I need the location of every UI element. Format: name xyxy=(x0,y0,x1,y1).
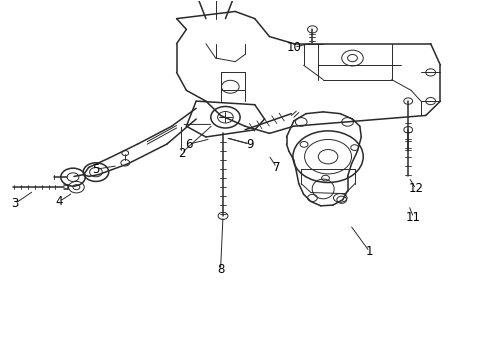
Text: 1: 1 xyxy=(366,245,373,258)
Text: 4: 4 xyxy=(55,195,63,208)
Text: 9: 9 xyxy=(246,138,254,150)
Text: 11: 11 xyxy=(406,211,421,224)
Text: 12: 12 xyxy=(409,183,423,195)
Text: 7: 7 xyxy=(273,161,280,174)
Text: 2: 2 xyxy=(178,147,185,159)
Text: 8: 8 xyxy=(217,263,224,276)
Text: 10: 10 xyxy=(287,41,301,54)
Text: 5: 5 xyxy=(92,163,99,176)
Text: 3: 3 xyxy=(12,197,19,210)
Text: 6: 6 xyxy=(185,138,193,150)
